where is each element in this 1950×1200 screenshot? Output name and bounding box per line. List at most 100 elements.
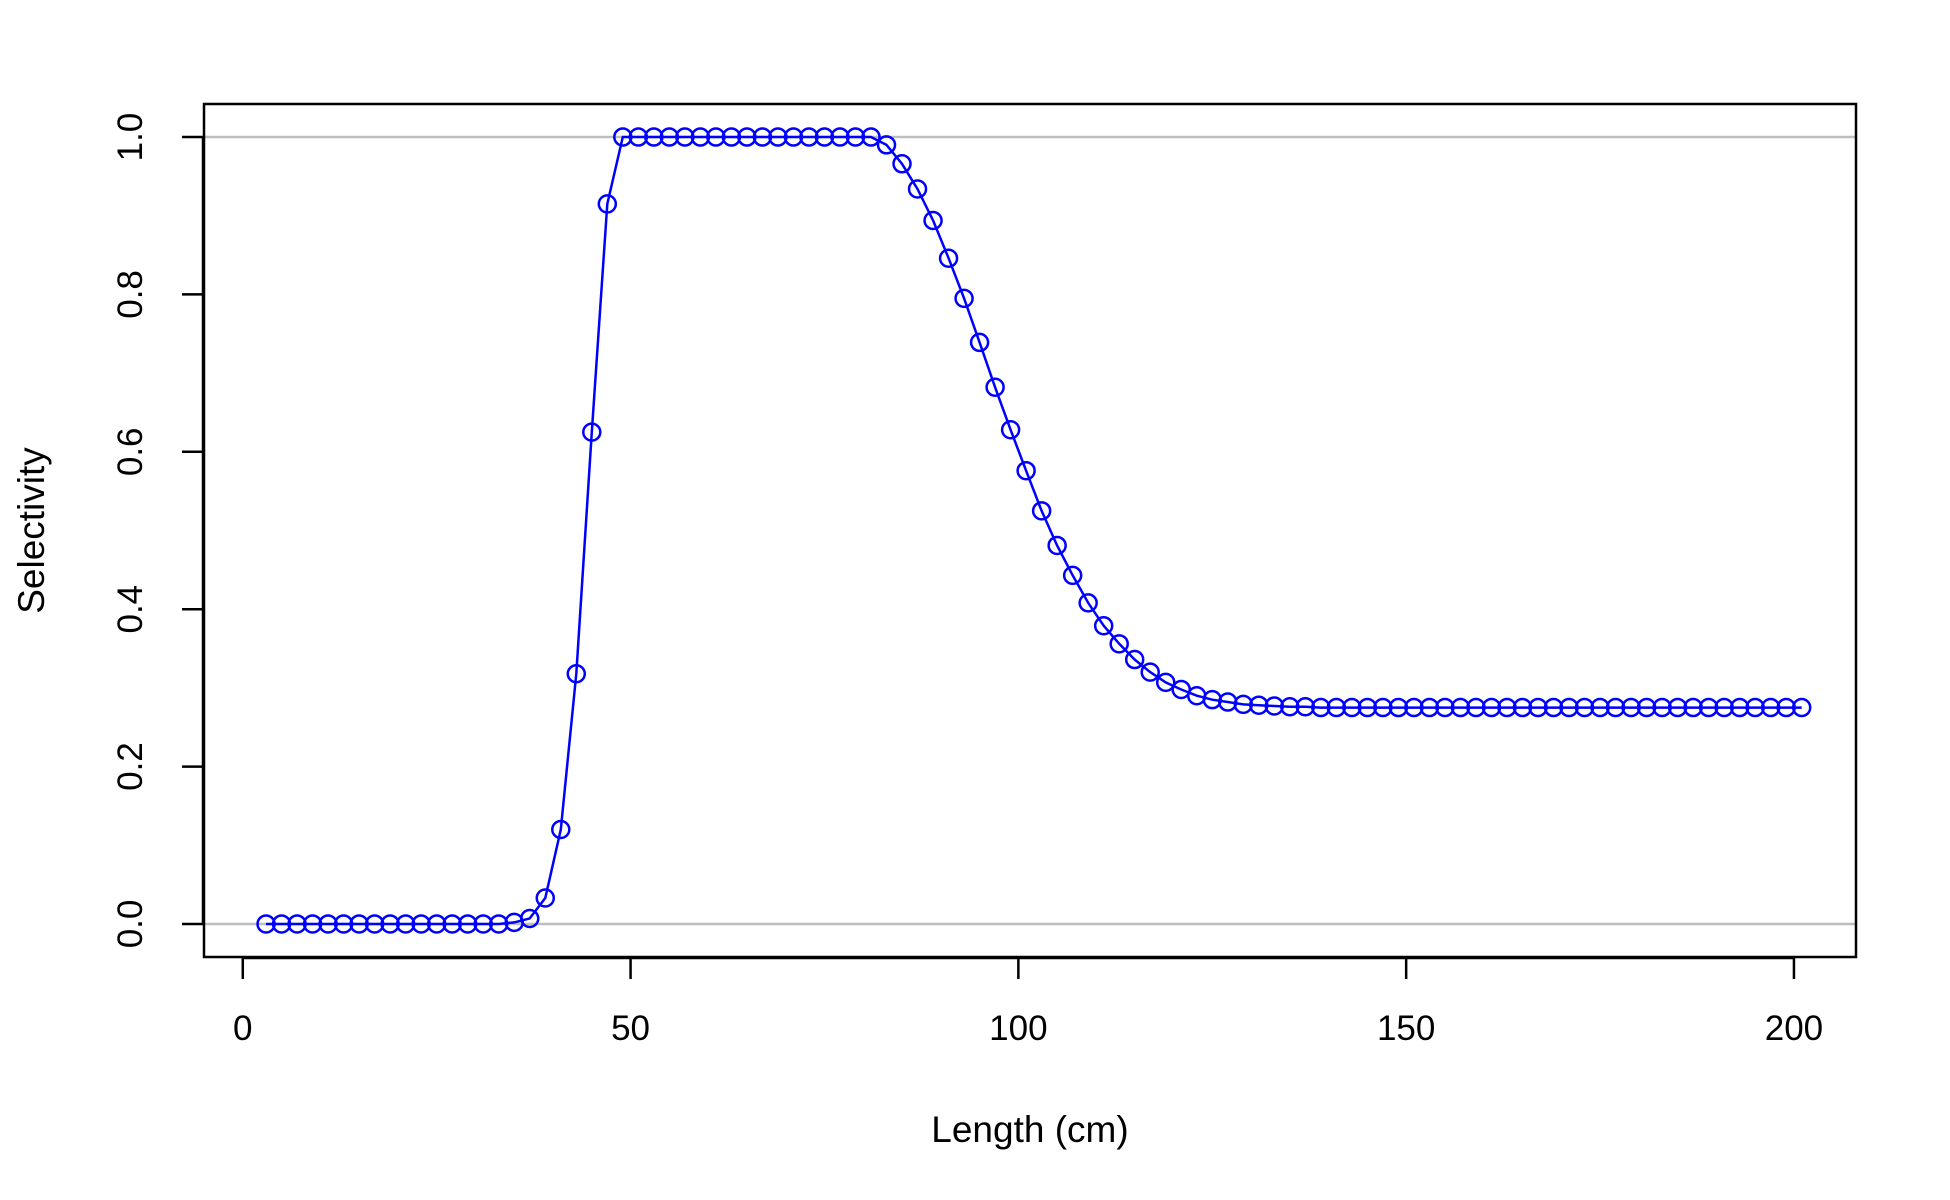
data-point <box>302 914 323 934</box>
data-point <box>830 127 850 147</box>
data-point <box>1093 615 1114 636</box>
selectivity-line <box>266 135 1802 926</box>
data-point <box>1016 460 1036 481</box>
y-tick-label: 1.0 <box>111 113 150 162</box>
data-point <box>1140 662 1160 682</box>
data-point <box>690 127 711 147</box>
data-point <box>1698 697 1719 718</box>
data-point <box>1543 697 1564 718</box>
data-point <box>1047 535 1067 556</box>
data-point <box>675 127 695 147</box>
data-point <box>1559 697 1579 718</box>
data-point <box>1760 697 1781 718</box>
data-point <box>628 127 649 147</box>
reference-lines <box>204 135 1856 926</box>
data-point <box>1311 697 1331 718</box>
data-point <box>1729 697 1750 718</box>
data-point <box>892 154 912 174</box>
data-point <box>1357 697 1378 718</box>
data-point <box>1683 697 1703 718</box>
data-point <box>861 127 881 147</box>
data-point <box>1512 697 1533 718</box>
data-point <box>1233 694 1254 715</box>
data-point <box>1078 593 1098 613</box>
data-point <box>768 127 788 147</box>
data-point <box>535 888 556 908</box>
data-point <box>271 914 292 934</box>
data-point <box>1388 697 1409 718</box>
data-point <box>907 179 928 199</box>
data-point <box>737 127 757 147</box>
plot-frame <box>202 102 1858 959</box>
selectivity-points <box>256 127 1812 934</box>
y-axis-title: Selectivity <box>11 447 52 614</box>
data-point <box>1155 672 1176 693</box>
data-point <box>597 194 618 214</box>
data-point <box>659 127 680 147</box>
data-point <box>395 914 416 934</box>
data-point <box>969 332 990 353</box>
data-point <box>473 914 493 934</box>
data-point <box>1652 697 1672 718</box>
y-tick-label: 0.6 <box>111 427 150 476</box>
data-point <box>876 135 897 155</box>
data-point <box>1435 697 1455 718</box>
x-axis: 0 50 100 150 200 <box>233 956 1823 1048</box>
data-point <box>1791 697 1812 718</box>
data-point <box>1714 697 1734 718</box>
x-tick-label: 0 <box>233 1009 252 1048</box>
y-tick-label: 0.8 <box>111 270 150 319</box>
x-tick-label: 150 <box>1377 1009 1435 1048</box>
x-tick-label: 100 <box>989 1009 1047 1048</box>
data-point <box>752 127 773 147</box>
x-axis-title: Length (cm) <box>931 1109 1128 1150</box>
data-point <box>349 914 369 934</box>
data-point <box>457 914 478 934</box>
data-point <box>1109 634 1129 654</box>
data-point <box>1031 501 1052 521</box>
data-point <box>1419 697 1440 718</box>
data-point <box>1574 697 1595 718</box>
data-point <box>488 914 509 934</box>
data-point <box>582 422 602 442</box>
data-point <box>644 127 664 147</box>
data-point <box>1062 565 1083 586</box>
data-point <box>519 908 540 929</box>
data-point <box>814 127 835 147</box>
y-axis: 0.0 0.2 0.4 0.6 0.8 1.0 <box>111 113 205 949</box>
y-tick-label: 0.0 <box>111 900 150 949</box>
data-point <box>985 377 1005 398</box>
data-point <box>1000 420 1021 440</box>
data-point <box>783 127 804 147</box>
data-point <box>566 663 587 684</box>
data-point <box>333 914 354 934</box>
x-tick-label: 200 <box>1765 1009 1823 1048</box>
data-point <box>1326 697 1347 718</box>
data-point <box>411 914 431 934</box>
data-point <box>1249 695 1269 715</box>
data-point <box>380 914 400 934</box>
data-point <box>287 914 307 934</box>
data-point <box>1745 697 1765 718</box>
data-point <box>923 210 943 231</box>
data-point <box>364 914 385 934</box>
data-point <box>1280 697 1300 717</box>
data-point <box>442 914 462 934</box>
data-point <box>1776 697 1796 718</box>
data-point <box>1124 649 1145 670</box>
data-point <box>1497 697 1517 718</box>
data-point <box>1621 697 1641 718</box>
data-point <box>1481 697 1502 718</box>
data-point <box>613 127 633 147</box>
data-point <box>845 127 866 147</box>
data-point <box>1295 697 1316 717</box>
data-point <box>1373 697 1393 718</box>
x-tick-label: 50 <box>611 1009 650 1048</box>
data-point <box>1590 697 1610 718</box>
data-point <box>706 127 726 147</box>
data-point <box>318 914 338 934</box>
data-point <box>1528 697 1548 718</box>
data-point <box>1636 697 1657 718</box>
data-point <box>954 288 974 309</box>
